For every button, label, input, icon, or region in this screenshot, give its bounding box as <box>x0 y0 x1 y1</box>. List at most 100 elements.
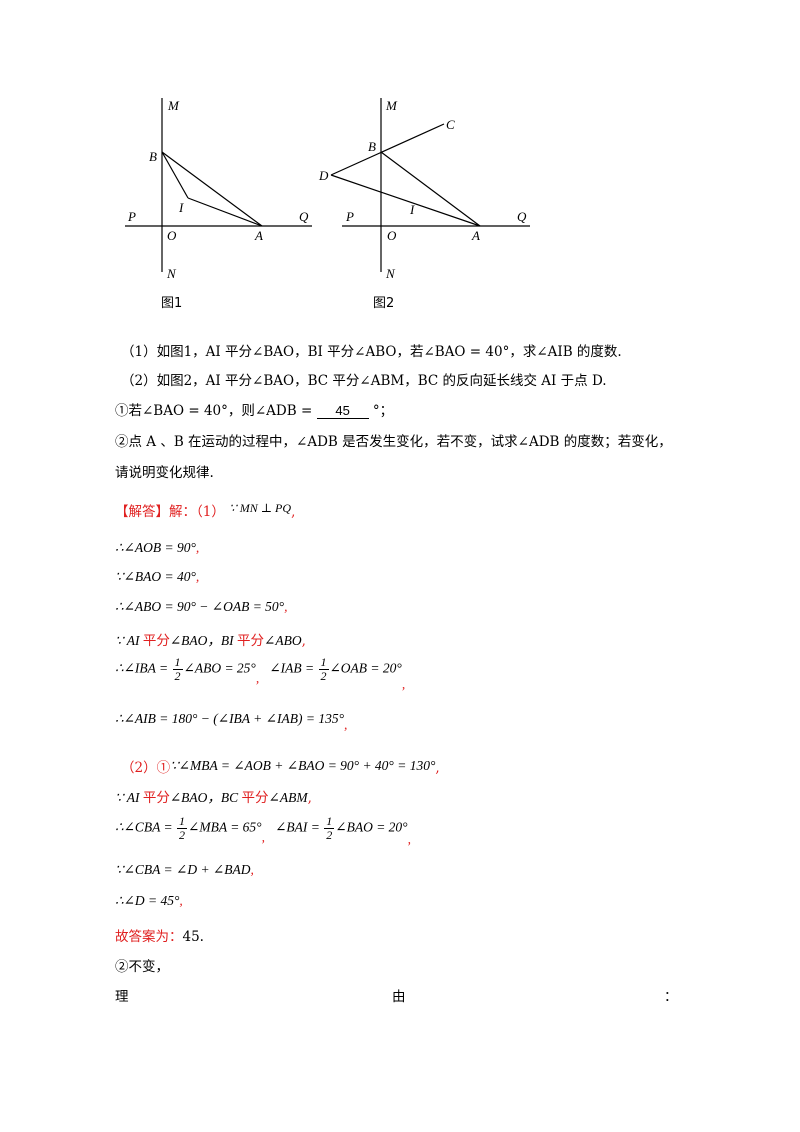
solution-s6b: ∠ABO = 25° <box>183 660 256 676</box>
fig1-label-a: A <box>254 228 263 243</box>
solution-s9c: ∠BAO，BC <box>169 790 242 805</box>
question-2-1-suffix: °； <box>372 403 394 419</box>
solution-s3: ∵∠BAO = 40° <box>115 569 196 584</box>
solution-s8a: （2）① <box>121 760 171 776</box>
question-2-1-text: ①若∠BAO = 40°，则∠ADB = <box>115 403 313 419</box>
solution-s5e: ∠ABO <box>264 633 302 648</box>
solution-s10a: ∴∠CBA = <box>115 819 173 835</box>
frac-den: 2 <box>174 669 181 683</box>
question-1: （1）如图1，AI 平分∠BAO，BI 平分∠ABO，若∠BAO = 40°，求… <box>121 344 622 360</box>
solution-line-5: ∵ AI 平分∠BAO，BI 平分∠ABO, <box>115 629 306 649</box>
solution-s13b: 45. <box>182 929 204 945</box>
punct: , <box>343 717 348 732</box>
fig2-label-a: A <box>471 228 480 243</box>
fig2-label-n: N <box>385 266 396 281</box>
frac-num: 1 <box>172 655 183 670</box>
frac-num: 1 <box>318 655 329 670</box>
punct: , <box>255 670 260 686</box>
solution-header: 【解答】解：（1） <box>115 504 225 520</box>
fig1-caption: 图1 <box>161 296 183 311</box>
fig2-segment-da <box>330 174 481 227</box>
solution-line-12: ∴∠D = 45°, <box>115 893 183 909</box>
fig2-segment-dc <box>330 123 445 176</box>
fig2-label-m: M <box>385 98 398 113</box>
figure-1: M B I P O A Q N M C B D I P O A Q N <box>125 98 530 281</box>
fig2-label-q: Q <box>517 209 527 224</box>
question-2-2-line2: 请说明变化规律. <box>115 465 214 481</box>
frac-den: 2 <box>326 828 333 842</box>
solution-s9e: ∠ABM <box>268 790 308 805</box>
solution-line-9: ∵ AI 平分∠BAO，BC 平分∠ABM, <box>115 786 312 806</box>
solution-line-2: ∴∠AOB = 90°, <box>115 540 199 556</box>
frac-den: 2 <box>320 669 327 683</box>
solution-line-14: ②不变， <box>115 959 169 975</box>
solution-line-4: ∴∠ABO = 90° − ∠OAB = 50°, <box>115 599 287 615</box>
solution-line-7: ∴∠AIB = 180° − (∠IBA + ∠IAB) = 135°, <box>115 711 347 733</box>
solution-s5c: ∠BAO，BI <box>169 633 238 648</box>
solution-s5d: 平分 <box>237 633 265 649</box>
fig1-label-b: B <box>149 149 157 164</box>
solution-s9b: 平分 <box>142 790 170 806</box>
solution-s6c: ∠IAB = <box>269 660 315 676</box>
solution-s1: ∵ MN ⊥ PQ <box>229 501 292 515</box>
solution-s7: ∴∠AIB = 180° − (∠IBA + ∠IAB) = 135° <box>115 711 344 726</box>
punct: , <box>407 831 411 847</box>
fig2-label-d: D <box>318 168 329 183</box>
solution-s6a: ∴∠IBA = <box>115 660 169 676</box>
solution-s11: ∵∠CBA = ∠D + ∠BAD <box>115 862 251 877</box>
solution-line-10: ∴∠CBA = 1 2 ∠MBA = 65°, ∠BAI = 1 2 ∠BAO = 20… <box>115 815 411 848</box>
question-2-2-line1: ②点 A 、B 在运动的过程中，∠ADB 是否发生变化，若不变，试求∠ADB 的… <box>115 434 672 450</box>
frac-den: 2 <box>179 828 186 842</box>
punct: , <box>291 504 296 520</box>
solution-line-8: （2）①∵∠MBA = ∠AOB + ∠BAO = 90° + 40° = 13… <box>121 756 440 776</box>
solution-line-1: 【解答】解：（1） ∵ MN ⊥ PQ, <box>115 500 295 520</box>
punct: , <box>250 862 254 877</box>
frac-num: 1 <box>324 814 335 829</box>
fig1-segment-bi <box>161 151 189 199</box>
fig1-label-q: Q <box>299 209 309 224</box>
fig2-label-i: I <box>409 202 415 217</box>
punct: , <box>284 599 288 614</box>
solution-line-15-c: ： <box>664 989 678 1005</box>
fig1-label-i: I <box>178 200 184 215</box>
fig1-label-p: P <box>127 209 136 224</box>
fig1-segment-ba <box>161 151 263 227</box>
punct: , <box>435 760 440 776</box>
punct: , <box>179 893 183 908</box>
question-2-1: ①若∠BAO = 40°，则∠ADB = 45 °； <box>115 399 393 419</box>
solution-s5a: ∵ AI <box>115 633 143 648</box>
solution-s9a: ∵ AI <box>115 790 143 805</box>
solution-line-11: ∵∠CBA = ∠D + ∠BAD, <box>115 862 254 878</box>
solution-s5b: 平分 <box>142 633 170 649</box>
solution-s4: ∴∠ABO = 90° − ∠OAB = 50° <box>115 599 285 614</box>
fig1-label-o: O <box>167 228 177 243</box>
punct: , <box>195 569 200 584</box>
fig1-segment-ia <box>187 197 263 227</box>
question-2: （2）如图2，AI 平分∠BAO，BC 平分∠ABM，BC 的反向延长线交 AI… <box>121 373 607 389</box>
fig1-label-n: N <box>166 266 177 281</box>
fig2-segment-ba <box>380 151 481 227</box>
solution-s12: ∴∠D = 45° <box>115 893 180 908</box>
punct: , <box>307 790 312 806</box>
solution-line-15-a: 理 <box>115 989 129 1005</box>
punct: , <box>401 676 406 692</box>
fig1-label-m: M <box>167 98 180 113</box>
fig2-label-p: P <box>345 209 354 224</box>
answer-blank: 45 <box>316 403 369 419</box>
solution-s10b: ∠MBA = 65° <box>188 819 262 835</box>
solution-s10d: ∠BAO = 20° <box>335 819 408 835</box>
solution-line-13: 故答案为：45. <box>115 925 204 945</box>
frac-num: 1 <box>177 814 188 829</box>
solution-s8b: ∵∠MBA = ∠AOB + ∠BAO = 90° + 40° = 130° <box>170 758 436 773</box>
solution-line-15-b: 由 <box>392 989 406 1005</box>
solution-line-6: ∴∠IBA = 1 2 ∠ABO = 25°, ∠IAB = 1 2 ∠OAB = 20… <box>115 656 405 693</box>
punct: , <box>261 829 265 845</box>
fig2-label-b: B <box>368 139 376 154</box>
fig2-caption: 图2 <box>373 296 395 311</box>
solution-s2: ∴∠AOB = 90° <box>115 540 196 555</box>
fig2-label-o: O <box>387 228 397 243</box>
